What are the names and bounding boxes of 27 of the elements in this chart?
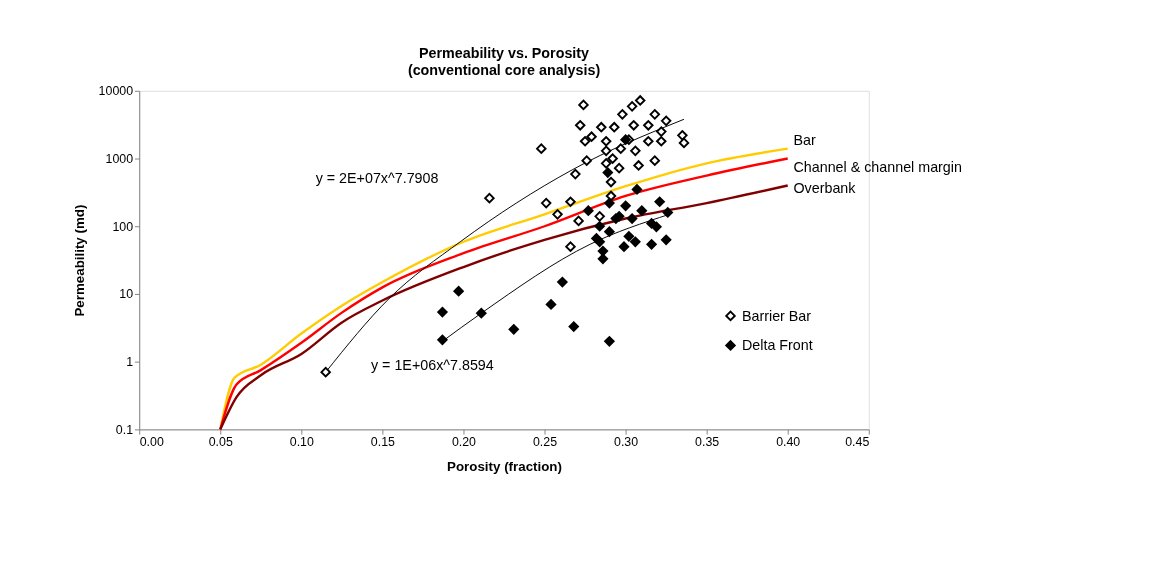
x-axis-title: Porosity (fraction): [447, 458, 562, 474]
chart-subtitle: (conventional core analysis): [407, 61, 601, 78]
annotation: y = 1E+06x^7.8594: [370, 357, 494, 374]
x-tick-label: 0.40: [776, 435, 801, 450]
annotation: y = 2E+07x^7.7908: [315, 170, 439, 187]
series-label: Overbank: [793, 180, 857, 197]
y-tick-label: 1000: [105, 151, 134, 166]
x-tick-label: 0.25: [532, 435, 558, 450]
x-tick-label: 0.15: [370, 435, 396, 450]
series-label: Channel & channel margin: [793, 158, 962, 175]
x-tick-label: 0.20: [451, 435, 477, 450]
series-label: Bar: [793, 131, 816, 148]
chart-title: Permeability vs. Porosity: [418, 45, 590, 62]
y-tick-label: 100: [112, 219, 134, 234]
x-tick-label: 0.00: [139, 435, 164, 450]
y-axis-title: Permeability (md): [72, 204, 88, 317]
y-tick-label: 1: [126, 354, 134, 369]
x-tick-label: 0.45: [845, 435, 870, 450]
x-tick-label: 0.35: [695, 435, 720, 450]
legend-label: Delta Front: [741, 337, 813, 354]
x-tick-label: 0.10: [289, 435, 314, 450]
y-tick-label: 10: [119, 287, 134, 302]
x-tick-label: 0.30: [614, 435, 639, 450]
y-tick-label: 0.1: [115, 422, 134, 437]
legend-label: Barrier Bar: [741, 307, 812, 324]
y-tick-label: 10000: [98, 84, 134, 99]
x-tick-label: 0.05: [208, 435, 233, 450]
